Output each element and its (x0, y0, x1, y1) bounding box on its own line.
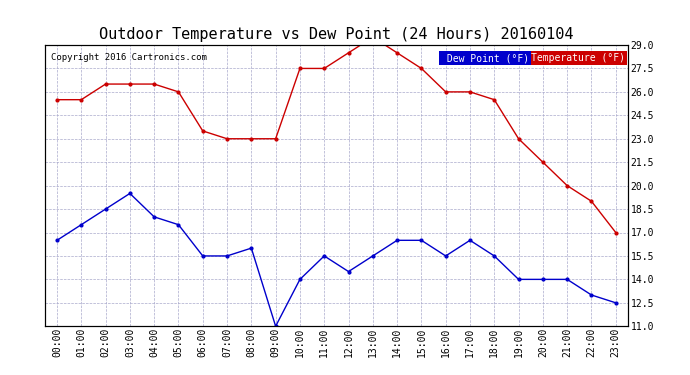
Text: Copyright 2016 Cartronics.com: Copyright 2016 Cartronics.com (50, 54, 206, 62)
Title: Outdoor Temperature vs Dew Point (24 Hours) 20160104: Outdoor Temperature vs Dew Point (24 Hou… (99, 27, 573, 42)
Text: Temperature (°F): Temperature (°F) (531, 54, 625, 63)
Text: Dew Point (°F): Dew Point (°F) (442, 54, 529, 63)
